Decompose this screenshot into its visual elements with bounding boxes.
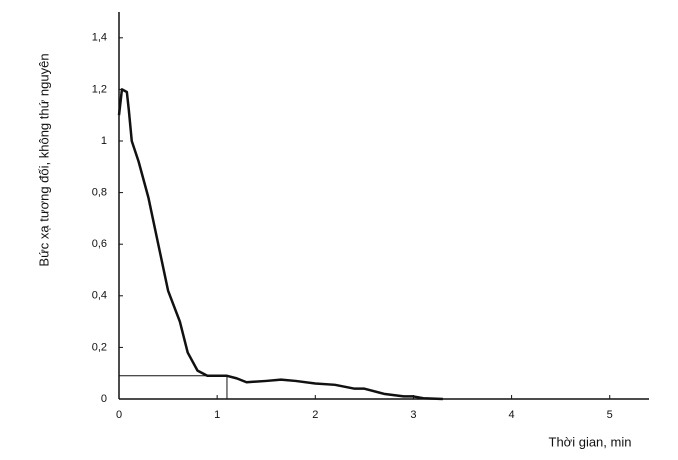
x-tick-label: 4 bbox=[509, 409, 515, 421]
y-axis-label: Bức xạ tương đối, không thứ nguyên bbox=[36, 53, 51, 266]
x-tick-label: 0 bbox=[116, 409, 122, 421]
data-line bbox=[117, 88, 443, 401]
x-tick-label: 3 bbox=[410, 409, 416, 421]
y-tick-label: 1,4 bbox=[92, 32, 107, 44]
y-tick-label: 0,8 bbox=[92, 187, 107, 199]
y-tick-label: 0,6 bbox=[92, 238, 107, 250]
y-tick-label: 0,4 bbox=[92, 290, 107, 302]
y-tick-label: 0,2 bbox=[92, 341, 107, 353]
y-tick-label: 1 bbox=[101, 135, 107, 147]
x-tick-label: 1 bbox=[214, 409, 220, 421]
y-tick-label: 1,2 bbox=[92, 83, 107, 95]
x-tick-label: 5 bbox=[607, 409, 613, 421]
y-tick-label: 0 bbox=[101, 393, 107, 405]
x-axis-label: Thời gian, min bbox=[549, 434, 632, 449]
x-tick-label: 2 bbox=[312, 409, 318, 421]
